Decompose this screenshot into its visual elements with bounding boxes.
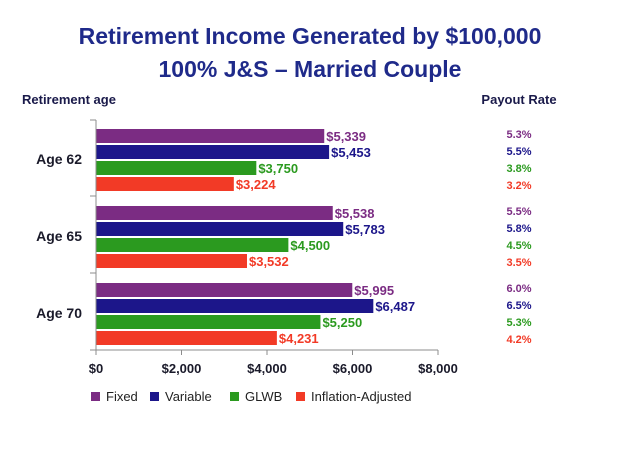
- x-tick-label: $6,000: [333, 361, 373, 376]
- legend: Fixed Variable GLWB Inflation-Adjusted: [91, 389, 411, 404]
- payout-rate-value: 5.5%: [506, 146, 531, 158]
- data-label: $5,250: [322, 315, 362, 330]
- x-tick-label: $0: [89, 361, 103, 376]
- bars-group: $5,339 5.3% $5,453 5.5% $3,750 3.8% $3,224 3.2%…: [96, 129, 532, 346]
- x-tick-label: $4,000: [247, 361, 287, 376]
- axes-group: Age 62 Age 65 Age 70 $0 $2,000 $4,000 $6,000 $8…: [36, 119, 458, 376]
- chart-title: Retirement Income Generated by $100,000: [79, 23, 542, 49]
- legend-swatch-inflation-adjusted: [296, 392, 305, 401]
- bar-variable-1: [96, 222, 344, 236]
- legend-label: GLWB: [245, 389, 282, 404]
- payout-rate-value: 6.0%: [506, 283, 531, 295]
- legend-label: Variable: [165, 389, 212, 404]
- bar-inflation-adjusted-2: [96, 331, 277, 345]
- payout-rate-value: 6.5%: [506, 300, 531, 312]
- data-label: $5,453: [331, 145, 371, 160]
- legend-label: Fixed: [106, 389, 138, 404]
- data-label: $5,995: [354, 283, 394, 298]
- data-label: $3,532: [249, 254, 289, 269]
- data-label: $5,339: [326, 129, 366, 144]
- payout-rate-header: Payout Rate: [481, 92, 556, 107]
- bar-variable-2: [96, 299, 374, 313]
- x-tick-label: $8,000: [418, 361, 458, 376]
- payout-rate-value: 4.2%: [506, 334, 531, 346]
- bar-inflation-adjusted-0: [96, 177, 234, 191]
- bar-inflation-adjusted-1: [96, 254, 247, 268]
- category-label-age-65: Age 65: [36, 228, 82, 244]
- bar-variable-0: [96, 145, 330, 159]
- bar-glwb-2: [96, 315, 321, 329]
- payout-rate-value: 3.2%: [506, 180, 531, 192]
- legend-swatch-fixed: [91, 392, 100, 401]
- legend-swatch-variable: [150, 392, 159, 401]
- payout-rate-value: 3.5%: [506, 257, 531, 269]
- data-label: $5,783: [345, 222, 385, 237]
- payout-rate-value: 3.8%: [506, 163, 531, 175]
- bar-glwb-1: [96, 238, 289, 252]
- payout-rate-value: 4.5%: [506, 240, 531, 252]
- data-label: $4,231: [279, 331, 319, 346]
- payout-rate-value: 5.8%: [506, 223, 531, 235]
- category-label-age-62: Age 62: [36, 151, 82, 167]
- legend-swatch-glwb: [230, 392, 239, 401]
- data-label: $5,538: [335, 206, 375, 221]
- payout-rate-value: 5.3%: [506, 129, 531, 141]
- bar-fixed-2: [96, 283, 353, 297]
- x-tick-label: $2,000: [162, 361, 202, 376]
- payout-rate-value: 5.3%: [506, 317, 531, 329]
- data-label: $4,500: [290, 238, 330, 253]
- bar-fixed-1: [96, 206, 333, 220]
- y-axis-label: Retirement age: [22, 92, 116, 107]
- data-label: $3,750: [258, 161, 298, 176]
- data-label: $3,224: [236, 177, 277, 192]
- legend-label: Inflation-Adjusted: [311, 389, 411, 404]
- payout-rate-value: 5.5%: [506, 206, 531, 218]
- bar-glwb-0: [96, 161, 257, 175]
- data-label: $6,487: [375, 299, 415, 314]
- bar-fixed-0: [96, 129, 325, 143]
- category-label-age-70: Age 70: [36, 305, 82, 321]
- chart-subtitle: 100% J&S – Married Couple: [159, 56, 462, 82]
